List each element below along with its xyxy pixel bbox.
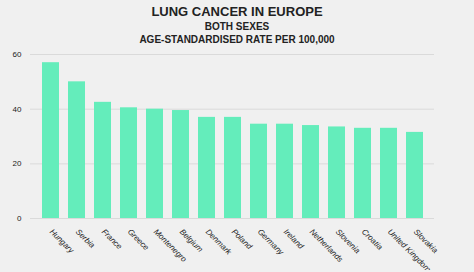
svg-text:Montenegro: Montenegro [151, 227, 189, 264]
svg-text:Ireland: Ireland [282, 227, 306, 251]
html-text:LUNG CANCER IN EUROPE: LUNG CANCER IN EUROPE [151, 4, 323, 19]
svg-text:Netherlands: Netherlands [307, 227, 345, 265]
svg-text:40: 40 [13, 105, 22, 114]
svg-text:Denmark: Denmark [204, 227, 234, 257]
html-text:BOTH SEXES: BOTH SEXES [204, 21, 270, 32]
svg-text:Slovenia: Slovenia [334, 227, 362, 255]
svg-text:Slovakia: Slovakia [412, 227, 440, 255]
svg-text:Germany: Germany [256, 227, 286, 257]
svg-text:France: France [100, 227, 124, 251]
svg-text:Croatia: Croatia [360, 227, 385, 252]
svg-text:Serbia: Serbia [74, 227, 97, 250]
svg-text:Hungary: Hungary [48, 227, 76, 255]
svg-text:0: 0 [17, 214, 22, 223]
html-text:AGE-STANDARDISED RATE PER 100,: AGE-STANDARDISED RATE PER 100,000 [139, 34, 335, 45]
svg-text:20: 20 [13, 159, 22, 168]
svg-text:Greece: Greece [126, 227, 151, 252]
svg-text:60: 60 [13, 50, 22, 59]
svg-text:Poland: Poland [230, 227, 254, 251]
svg-text:Belgium: Belgium [178, 227, 205, 254]
